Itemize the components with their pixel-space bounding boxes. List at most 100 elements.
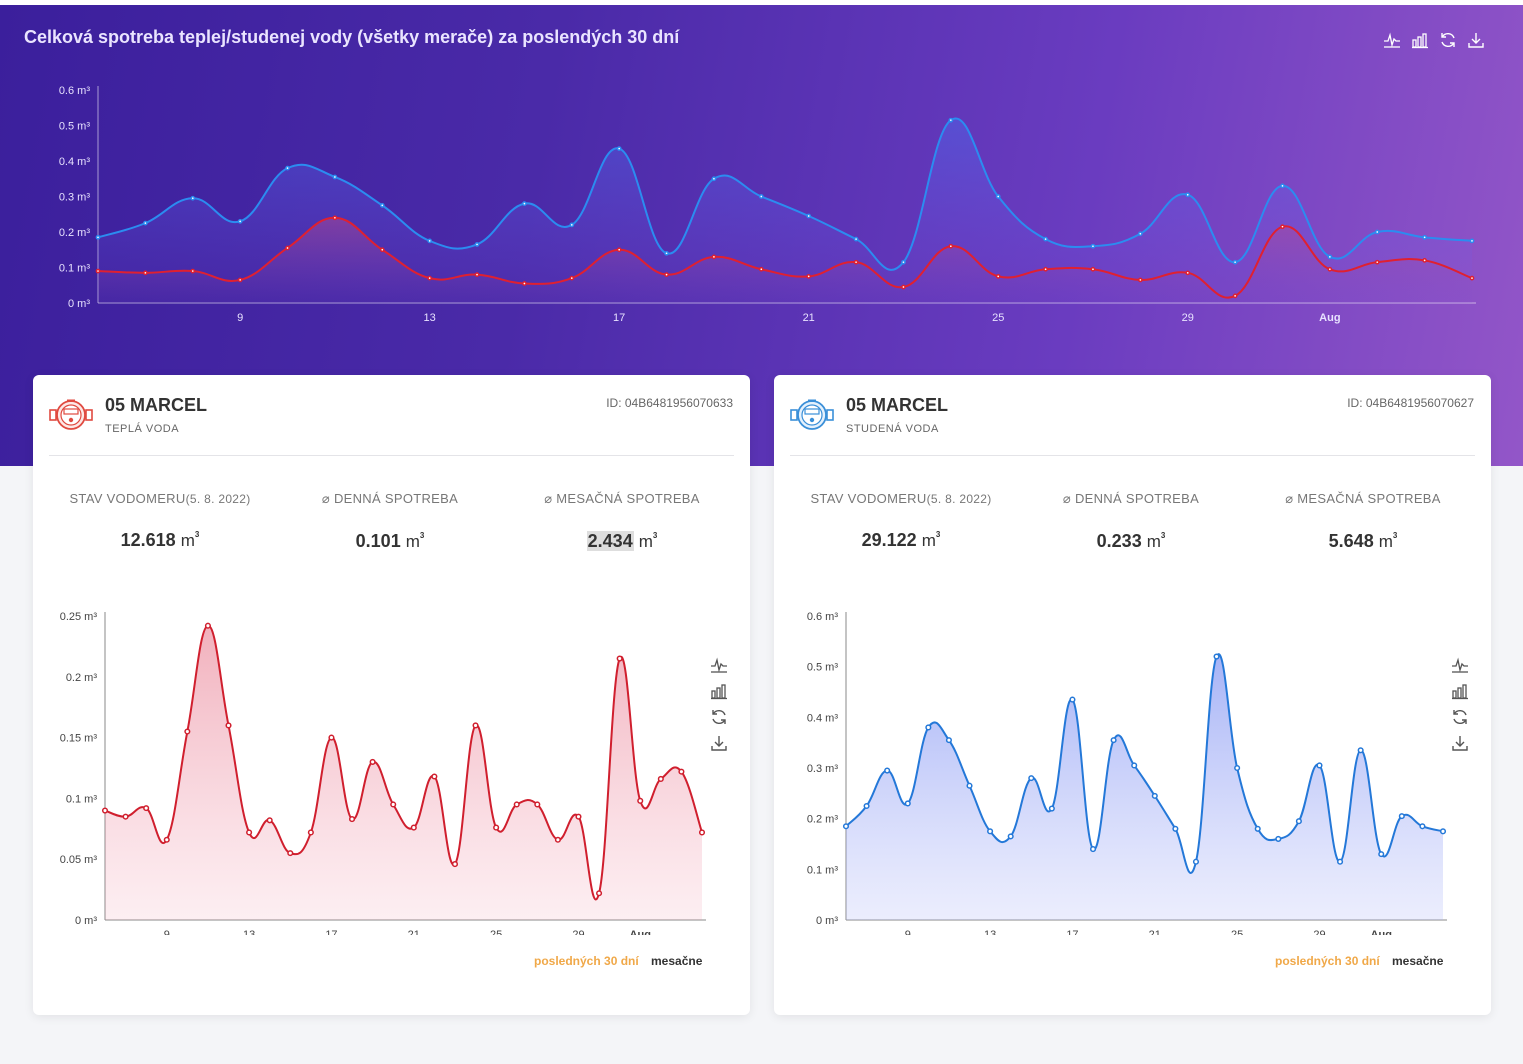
data-point[interactable]	[348, 816, 356, 823]
data-point[interactable]	[948, 243, 954, 249]
data-point[interactable]	[1048, 805, 1055, 812]
data-point[interactable]	[1374, 259, 1380, 265]
legend-monthly[interactable]: mesačne	[1392, 954, 1444, 968]
data-point[interactable]	[143, 220, 148, 226]
data-point[interactable]	[1089, 846, 1097, 853]
data-point[interactable]	[307, 829, 314, 836]
data-point[interactable]	[451, 861, 459, 868]
data-point[interactable]	[95, 268, 101, 274]
line-chart-icon[interactable]	[1451, 656, 1469, 674]
data-point[interactable]	[1275, 835, 1282, 842]
data-point[interactable]	[657, 775, 664, 782]
download-icon[interactable]	[1467, 31, 1485, 49]
data-point[interactable]	[190, 268, 196, 274]
data-point[interactable]	[225, 722, 232, 729]
data-point[interactable]	[1316, 762, 1323, 769]
data-point[interactable]	[901, 284, 906, 290]
line-chart-icon[interactable]	[710, 656, 728, 674]
bar-chart-icon[interactable]	[710, 682, 728, 700]
data-point[interactable]	[474, 242, 480, 247]
data-point[interactable]	[1137, 277, 1143, 283]
data-point[interactable]	[1357, 747, 1364, 754]
data-point[interactable]	[379, 247, 385, 253]
data-point[interactable]	[1469, 275, 1475, 281]
data-point[interactable]	[1422, 258, 1427, 263]
data-point[interactable]	[1185, 192, 1191, 198]
data-point[interactable]	[143, 270, 148, 276]
data-point[interactable]	[995, 274, 1001, 279]
data-point[interactable]	[1419, 823, 1426, 830]
data-point[interactable]	[287, 850, 294, 857]
data-point[interactable]	[332, 174, 338, 180]
bar-chart-icon[interactable]	[1451, 682, 1469, 700]
data-point[interactable]	[1131, 762, 1138, 769]
data-point[interactable]	[1028, 775, 1035, 782]
data-point[interactable]	[522, 201, 527, 206]
data-point[interactable]	[698, 829, 706, 836]
data-point[interactable]	[637, 797, 644, 804]
data-point[interactable]	[678, 768, 685, 775]
data-point[interactable]	[1137, 231, 1143, 237]
data-point[interactable]	[513, 801, 520, 808]
data-point[interactable]	[1234, 764, 1241, 772]
data-point[interactable]	[711, 254, 717, 260]
data-point[interactable]	[945, 737, 952, 744]
data-point[interactable]	[664, 250, 669, 256]
data-point[interactable]	[1439, 828, 1447, 835]
data-point[interactable]	[758, 194, 764, 199]
data-point[interactable]	[596, 890, 603, 897]
data-point[interactable]	[427, 238, 433, 244]
data-point[interactable]	[1374, 229, 1380, 235]
data-point[interactable]	[184, 728, 191, 735]
data-point[interactable]	[1232, 293, 1238, 299]
data-point[interactable]	[369, 758, 376, 765]
data-point[interactable]	[332, 215, 338, 221]
data-point[interactable]	[237, 219, 243, 224]
data-point[interactable]	[204, 622, 211, 629]
data-point[interactable]	[143, 805, 150, 812]
data-point[interactable]	[1469, 238, 1475, 244]
data-point[interactable]	[410, 824, 417, 831]
data-point[interactable]	[285, 245, 290, 251]
data-point[interactable]	[664, 272, 669, 277]
data-point[interactable]	[122, 813, 129, 820]
data-point[interactable]	[901, 259, 906, 265]
line-chart-icon[interactable]	[1383, 31, 1401, 49]
legend-last-30-days[interactable]: posledných 30 dní	[1275, 954, 1380, 968]
download-icon[interactable]	[710, 734, 728, 752]
data-point[interactable]	[1232, 259, 1238, 265]
data-point[interactable]	[995, 194, 1001, 199]
data-point[interactable]	[285, 165, 290, 171]
data-point[interactable]	[190, 195, 196, 201]
data-point[interactable]	[474, 272, 480, 277]
data-point[interactable]	[1172, 825, 1179, 832]
legend-monthly[interactable]: mesačne	[651, 954, 703, 968]
data-point[interactable]	[101, 807, 109, 814]
data-point[interactable]	[1327, 266, 1333, 272]
data-point[interactable]	[1378, 851, 1385, 858]
data-point[interactable]	[534, 801, 541, 808]
bar-chart-icon[interactable]	[1411, 31, 1429, 49]
data-point[interactable]	[884, 767, 891, 774]
data-point[interactable]	[1185, 270, 1191, 276]
data-point[interactable]	[842, 823, 850, 830]
data-point[interactable]	[925, 724, 932, 731]
data-point[interactable]	[522, 281, 527, 286]
download-icon[interactable]	[1451, 734, 1469, 752]
data-point[interactable]	[1422, 234, 1427, 240]
data-point[interactable]	[966, 782, 973, 789]
data-point[interactable]	[863, 802, 870, 810]
data-point[interactable]	[493, 824, 500, 831]
data-point[interactable]	[758, 266, 764, 272]
data-point[interactable]	[1327, 254, 1333, 260]
data-point[interactable]	[616, 146, 622, 151]
data-point[interactable]	[1280, 224, 1285, 230]
data-point[interactable]	[853, 259, 859, 265]
data-point[interactable]	[853, 236, 859, 242]
data-point[interactable]	[1337, 858, 1344, 865]
data-point[interactable]	[1254, 825, 1261, 832]
data-point[interactable]	[1151, 792, 1158, 799]
data-point[interactable]	[95, 234, 101, 240]
refresh-icon[interactable]	[1451, 708, 1469, 726]
data-point[interactable]	[1007, 833, 1014, 840]
